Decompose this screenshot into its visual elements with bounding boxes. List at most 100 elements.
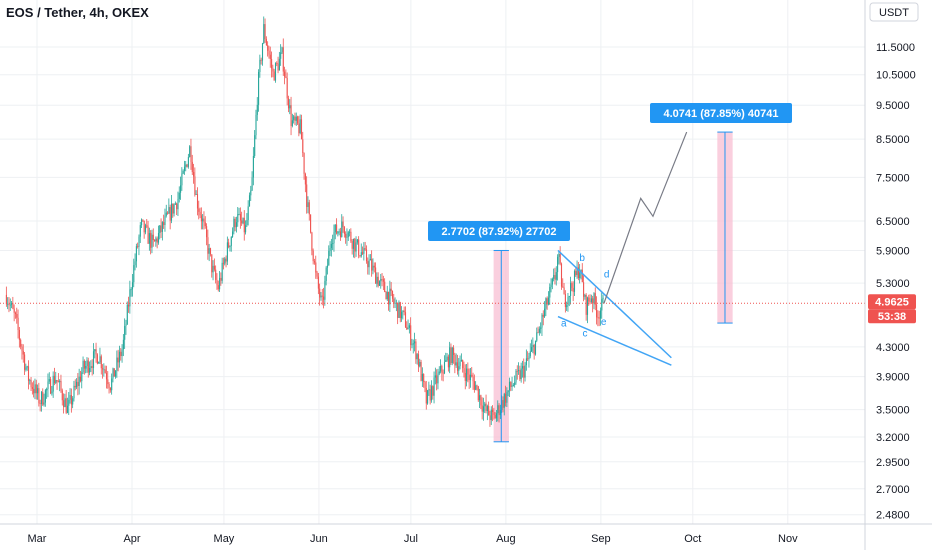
candle-body <box>295 116 297 121</box>
candle-body <box>307 202 309 207</box>
candle-body <box>477 386 479 401</box>
candle-body <box>31 387 33 389</box>
candle-body <box>271 58 273 69</box>
candle-body <box>143 220 145 233</box>
candle-body <box>94 349 96 352</box>
candle-body <box>489 415 491 420</box>
range-label: 2.7702 (87.92%) 27702 <box>442 226 557 238</box>
candle-body <box>215 269 217 280</box>
candle-body <box>573 271 576 292</box>
candle-body <box>8 303 10 306</box>
candle-body <box>212 265 214 273</box>
x-tick-label: Mar <box>28 533 47 545</box>
candle-body <box>43 402 45 405</box>
candle-body <box>376 276 378 284</box>
candle-body <box>199 211 201 216</box>
candle-body <box>446 356 448 361</box>
candle-body <box>388 291 390 305</box>
candle-body <box>466 368 468 381</box>
candle-body <box>251 177 253 191</box>
candle-body <box>451 347 453 364</box>
candle-body <box>255 114 257 136</box>
candle-body <box>141 219 143 226</box>
candle-body <box>190 146 192 162</box>
candle-body <box>545 298 547 309</box>
candle-body <box>467 368 469 375</box>
candle-body <box>515 370 517 383</box>
candle-body <box>365 249 368 262</box>
candle-body <box>598 317 600 319</box>
candle-body <box>21 346 23 351</box>
candle-body <box>9 304 11 306</box>
candle-body <box>555 272 557 280</box>
candle-body <box>99 356 101 363</box>
candle-body <box>408 325 410 328</box>
candle-body <box>91 366 93 368</box>
candle-body <box>456 362 459 371</box>
candle-body <box>138 236 140 247</box>
candle-body <box>243 217 245 233</box>
candle-body <box>238 214 240 215</box>
candle-body <box>352 238 355 249</box>
currency-button-bg[interactable] <box>869 2 919 22</box>
candle-body <box>315 262 317 273</box>
candle-body <box>5 294 7 305</box>
candle-body <box>382 279 384 282</box>
candle-body <box>468 374 470 381</box>
candle-body <box>133 265 135 283</box>
candle-body <box>116 357 118 371</box>
candle-body <box>356 239 358 243</box>
candle-body <box>226 242 228 262</box>
candle-body <box>73 385 75 399</box>
candle-body <box>281 47 283 53</box>
candle-body <box>96 354 98 364</box>
candle-body <box>354 238 356 252</box>
y-tick-label: 3.5000 <box>876 405 910 417</box>
candle-body <box>159 225 161 234</box>
candle-body <box>527 358 529 360</box>
candle-body <box>421 373 423 381</box>
drawings: a b c d e <box>493 131 733 443</box>
candle-body <box>172 203 174 214</box>
candle-body <box>441 365 443 373</box>
candle-body <box>144 225 147 233</box>
candle-body <box>29 380 31 382</box>
candle-body <box>194 176 196 195</box>
x-tick-label: Aug <box>496 533 516 545</box>
candle-body <box>369 258 371 261</box>
candle-body <box>267 45 269 51</box>
candle-body <box>152 234 154 241</box>
candle-body <box>113 368 115 377</box>
candle-body <box>208 248 210 254</box>
candle-body <box>368 260 370 268</box>
candle-body <box>510 381 512 387</box>
candle-body <box>198 208 200 212</box>
candle-body <box>325 267 327 281</box>
candle-body <box>147 226 149 244</box>
chart-title: EOS / Tether, 4h, OKEX <box>6 5 149 20</box>
candle-body <box>170 203 173 221</box>
candle-body <box>313 261 316 263</box>
candle-body <box>297 116 299 124</box>
candle-body <box>559 253 561 264</box>
candle-body <box>178 192 180 199</box>
candle-body <box>303 152 305 174</box>
candle-body <box>258 72 260 105</box>
candle-body <box>553 275 555 279</box>
candle-body <box>246 220 248 226</box>
candle-body <box>551 278 553 285</box>
candle-body <box>438 371 440 374</box>
candle-body <box>334 224 336 233</box>
candle-body <box>221 262 223 281</box>
candle-body <box>572 287 574 292</box>
candle-body <box>341 221 343 238</box>
candle-body <box>585 295 587 315</box>
candle-body <box>430 386 433 401</box>
candle-body <box>442 372 444 374</box>
candle-body <box>20 339 22 347</box>
candle-body <box>90 366 92 369</box>
candle-body <box>443 361 446 374</box>
candle-body <box>449 347 451 368</box>
candle-body <box>239 214 241 221</box>
